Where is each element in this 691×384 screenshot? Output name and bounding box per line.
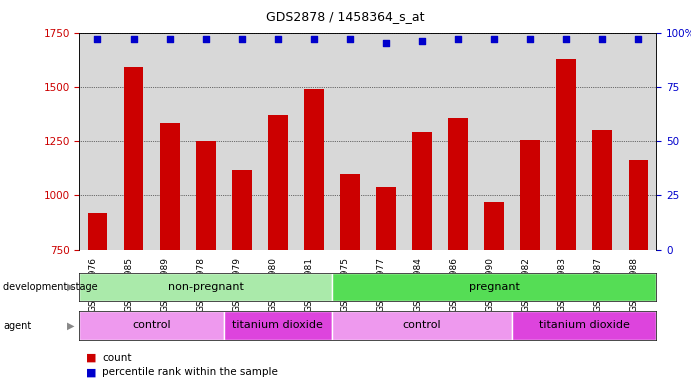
Text: control: control <box>403 320 442 331</box>
Bar <box>512 311 656 340</box>
Text: agent: agent <box>3 321 32 331</box>
Bar <box>592 130 612 250</box>
Point <box>272 36 283 42</box>
Point <box>344 36 355 42</box>
Point <box>308 36 319 42</box>
Point <box>92 36 103 42</box>
Bar <box>340 174 360 250</box>
Point <box>561 36 572 42</box>
Point <box>453 36 464 42</box>
Text: non-pregnant: non-pregnant <box>168 282 244 292</box>
Bar <box>629 160 648 250</box>
Text: titanium dioxide: titanium dioxide <box>232 320 323 331</box>
Text: percentile rank within the sample: percentile rank within the sample <box>102 367 278 377</box>
Bar <box>88 213 107 250</box>
Bar <box>412 132 432 250</box>
Bar <box>268 115 287 250</box>
Bar <box>124 67 144 250</box>
Text: pregnant: pregnant <box>468 282 520 292</box>
Bar <box>224 311 332 340</box>
Point <box>236 36 247 42</box>
Text: count: count <box>102 353 132 363</box>
Point <box>597 36 608 42</box>
Point <box>489 36 500 42</box>
Point <box>164 36 175 42</box>
Bar <box>332 273 656 301</box>
Bar <box>556 59 576 250</box>
Bar <box>196 141 216 250</box>
Bar <box>79 273 332 301</box>
Text: ■: ■ <box>86 367 97 377</box>
Text: control: control <box>132 320 171 331</box>
Bar <box>376 187 396 250</box>
Bar <box>160 122 180 250</box>
Point <box>633 36 644 42</box>
Text: ■: ■ <box>86 353 97 363</box>
Bar <box>332 311 512 340</box>
Text: development stage: development stage <box>3 282 98 292</box>
Point <box>417 38 428 45</box>
Bar <box>231 170 252 250</box>
Point <box>128 36 139 42</box>
Bar <box>304 89 324 250</box>
Text: GDS2878 / 1458364_s_at: GDS2878 / 1458364_s_at <box>266 10 425 23</box>
Text: ▶: ▶ <box>67 282 75 292</box>
Bar <box>79 311 224 340</box>
Point <box>381 40 392 46</box>
Bar <box>448 118 468 250</box>
Bar <box>520 140 540 250</box>
Bar <box>484 202 504 250</box>
Point <box>200 36 211 42</box>
Point <box>524 36 536 42</box>
Text: ▶: ▶ <box>67 321 75 331</box>
Text: titanium dioxide: titanium dioxide <box>539 320 630 331</box>
